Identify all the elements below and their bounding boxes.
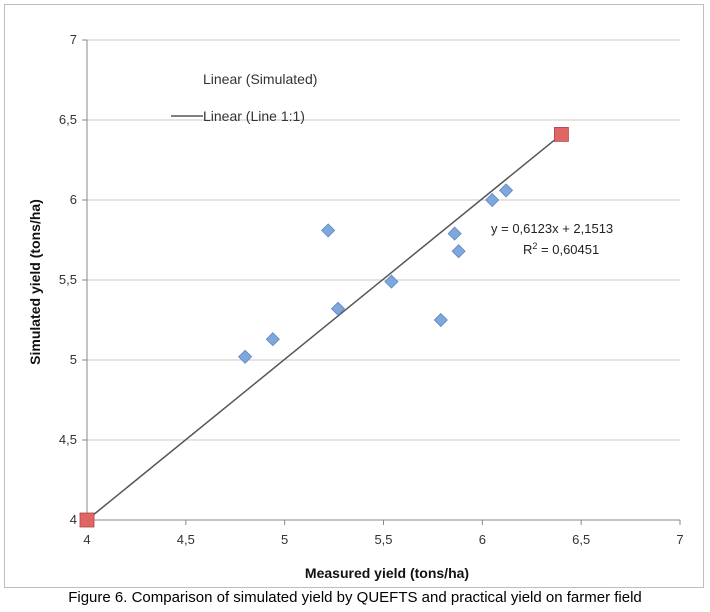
line-1-1 (86, 133, 562, 521)
data-point-diamond (265, 332, 280, 347)
axes (82, 39, 681, 525)
data-point-diamond (384, 274, 399, 289)
x-tick-label: 6 (479, 532, 486, 547)
y-tick-label: 4,5 (59, 432, 77, 447)
x-tick-label: 4,5 (177, 532, 195, 547)
x-tick-label: 5 (281, 532, 288, 547)
y-axis-title: Simulated yield (tons/ha) (27, 199, 43, 365)
chart-frame: 4 4,5 5 5,5 6 6,5 7 4 4,5 5 5,5 6 6,5 7 Linear (Simu… (4, 4, 704, 588)
data-point-diamond (447, 226, 462, 241)
y-tick-label: 7 (70, 32, 77, 47)
figure-caption: Figure 6. Comparison of simulated yield … (68, 589, 642, 606)
y-tick-label: 5 (70, 352, 77, 367)
y-tick-label: 6 (70, 192, 77, 207)
legend-entry-linear-simulated: Linear (Simulated) (203, 71, 317, 87)
data-point-square (554, 127, 569, 142)
r-squared: R2 = 0,60451 (523, 241, 599, 257)
data-point-diamond (330, 301, 346, 316)
data-point-diamond (485, 192, 500, 208)
regression-equation: y = 0,6123x + 2,1513 (491, 221, 613, 236)
data-points (79, 127, 569, 528)
data-point-square (79, 512, 95, 528)
y-tick-label: 4 (70, 512, 77, 527)
legend: Linear (Simulated) Linear (Line 1:1) (171, 71, 317, 124)
x-tick-label: 7 (676, 532, 683, 547)
y-tick-label: 6,5 (59, 112, 77, 127)
grid-lines (87, 39, 680, 441)
regression-annotation: y = 0,6123x + 2,1513 R2 = 0,60451 (491, 221, 613, 257)
x-tick-label: 6,5 (572, 532, 590, 547)
x-tick-label: 4 (83, 532, 90, 547)
y-tick-labels: 4 4,5 5 5,5 6 6,5 7 (59, 32, 77, 527)
legend-entry-linear-line-1-1: Linear (Line 1:1) (203, 108, 305, 124)
data-point-diamond (238, 349, 253, 364)
data-point-diamond (451, 244, 466, 259)
data-point-diamond (321, 223, 336, 238)
data-point-diamond (498, 183, 514, 198)
x-tick-label: 5,5 (374, 532, 392, 547)
scatter-chart: 4 4,5 5 5,5 6 6,5 7 4 4,5 5 5,5 6 6,5 7 Linear (Simu… (27, 32, 684, 581)
y-tick-label: 5,5 (59, 272, 77, 287)
data-point-diamond (433, 312, 448, 328)
x-tick-labels: 4 4,5 5 5,5 6 6,5 7 (83, 532, 683, 547)
trend-lines (86, 133, 562, 521)
x-axis-title: Measured yield (tons/ha) (305, 565, 469, 581)
